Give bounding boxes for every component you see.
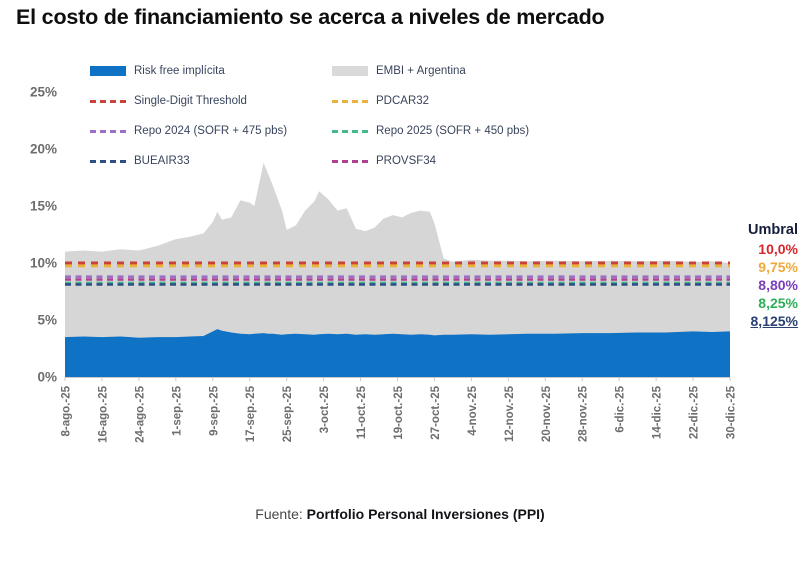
- y-tick-label: 10%: [30, 256, 57, 271]
- y-tick-label: 0%: [37, 370, 57, 385]
- umbral-value: 10,0%: [758, 241, 798, 257]
- x-tick-label: 11-oct.-25: [356, 385, 368, 439]
- umbral-value: 8,80%: [758, 277, 798, 293]
- source-note: Fuente: Portfolio Personal Inversiones (…: [0, 506, 800, 522]
- y-tick-label: 25%: [30, 85, 57, 100]
- riskfree-area: [65, 329, 730, 377]
- x-tick-label: 20-nov.-25: [541, 385, 553, 442]
- x-tick-label: 16-ago.-25: [97, 385, 109, 442]
- y-tick-label: 15%: [30, 199, 57, 214]
- umbral-value: 8,125%: [750, 313, 798, 329]
- x-tick-label: 25-sep.-25: [282, 385, 294, 442]
- source-name: Portfolio Personal Inversiones (PPI): [306, 506, 545, 522]
- x-tick-label: 4-nov.-25: [467, 385, 479, 435]
- embi-area: [65, 162, 730, 377]
- x-tick-label: 12-nov.-25: [504, 385, 516, 442]
- y-tick-label: 5%: [37, 313, 57, 328]
- umbral-title: Umbral: [748, 222, 798, 238]
- x-tick-label: 14-dic.-25: [652, 385, 664, 439]
- x-tick-label: 9-sep.-25: [208, 385, 220, 435]
- x-tick-label: 17-sep.-25: [245, 385, 257, 442]
- umbral-value: 9,75%: [758, 259, 798, 275]
- x-tick-label: 8-ago.-25: [61, 385, 73, 436]
- x-tick-label: 27-oct.-25: [430, 385, 442, 439]
- x-tick-label: 24-ago.-25: [134, 385, 146, 442]
- x-tick-label: 1-sep.-25: [171, 385, 183, 435]
- y-tick-label: 20%: [30, 142, 57, 157]
- umbral-labels: Umbral 10,0% 9,75% 8,80% 8,25% 8,125%: [748, 222, 798, 330]
- x-tick-label: 3-oct.-25: [319, 385, 331, 433]
- x-tick-label: 22-dic.-25: [689, 385, 701, 439]
- x-tick-label: 30-dic.-25: [726, 385, 738, 439]
- source-prefix: Fuente:: [255, 506, 303, 522]
- x-tick-label: 19-oct.-25: [393, 385, 405, 439]
- chart-title: El costo de financiamiento se acerca a n…: [16, 5, 605, 29]
- x-tick-label: 6-dic.-25: [615, 385, 627, 432]
- umbral-value: 8,25%: [758, 295, 798, 311]
- x-tick-label: 28-nov.-25: [578, 385, 590, 442]
